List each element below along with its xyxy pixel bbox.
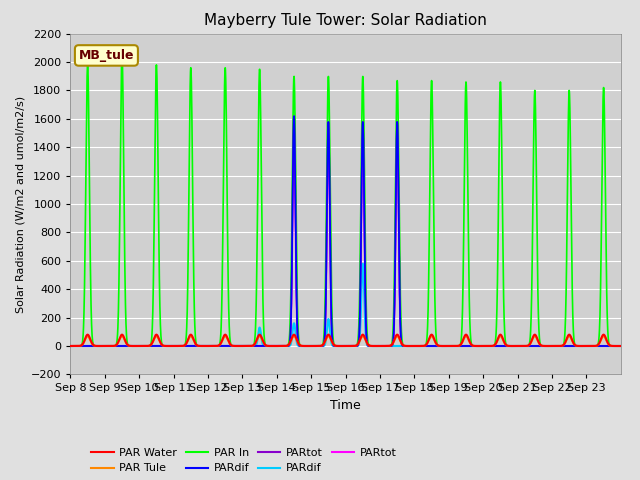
Text: MB_tule: MB_tule	[79, 49, 134, 62]
Title: Mayberry Tule Tower: Solar Radiation: Mayberry Tule Tower: Solar Radiation	[204, 13, 487, 28]
Legend: PAR Water, PAR Tule, PAR In, PARdif, PARtot, PARdif, PARtot: PAR Water, PAR Tule, PAR In, PARdif, PAR…	[87, 444, 401, 478]
X-axis label: Time: Time	[330, 399, 361, 412]
Y-axis label: Solar Radiation (W/m2 and umol/m2/s): Solar Radiation (W/m2 and umol/m2/s)	[15, 96, 26, 312]
